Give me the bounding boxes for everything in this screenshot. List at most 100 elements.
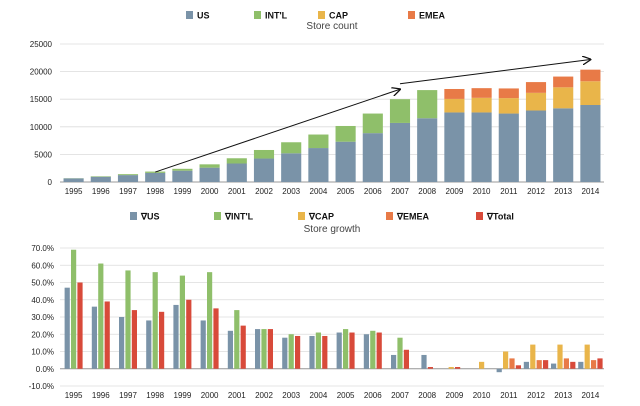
count-bar-us — [199, 167, 220, 182]
count-bar-intl — [199, 164, 220, 168]
growth-bar-emea — [591, 360, 597, 369]
count-bar-us — [308, 148, 329, 182]
growth-x-tick-label: 2009 — [446, 391, 464, 400]
growth-legend-swatch — [298, 212, 305, 220]
growth-bar-us — [496, 368, 502, 373]
growth-x-tick-label: 2011 — [500, 391, 518, 400]
growth-x-tick-label: 2013 — [554, 391, 572, 400]
count-bar-cap — [471, 97, 492, 113]
growth-x-tick-label: 2002 — [255, 391, 273, 400]
count-bar-intl — [226, 158, 247, 164]
growth-y-tick-label: -10.0% — [29, 382, 54, 391]
growth-bar-intl — [179, 275, 185, 369]
growth-y-tick-label: 40.0% — [31, 296, 54, 305]
count-x-tick-label: 2005 — [337, 187, 355, 196]
count-y-tick-label: 10000 — [30, 123, 53, 132]
count-bar-us — [553, 108, 574, 182]
count-x-tick-label: 2000 — [201, 187, 219, 196]
growth-bar-us — [119, 317, 125, 369]
growth-legend-swatch — [386, 212, 393, 220]
growth-bar-us — [64, 287, 70, 369]
growth-bar-total — [213, 308, 219, 369]
count-bar-emea — [444, 88, 465, 99]
count-x-tick-label: 1995 — [65, 187, 83, 196]
growth-x-tick-label: 2000 — [201, 391, 219, 400]
growth-bar-total — [403, 349, 409, 369]
growth-bar-cap — [448, 367, 454, 369]
count-chart-title: Store count — [306, 21, 357, 32]
growth-bar-total — [131, 310, 137, 369]
growth-legend-label: ∇US — [140, 212, 160, 222]
growth-bar-us — [421, 354, 427, 369]
count-bar-us — [498, 113, 519, 182]
count-bar-us — [145, 172, 166, 182]
growth-bar-total — [570, 361, 576, 369]
growth-bar-total — [240, 325, 246, 369]
growth-y-tick-label: 10.0% — [31, 348, 54, 357]
growth-bar-total — [159, 311, 165, 369]
count-bar-cap — [525, 92, 547, 111]
count-x-tick-label: 2013 — [554, 187, 572, 196]
count-bar-us — [90, 176, 111, 182]
count-bar-emea — [580, 69, 601, 82]
count-bar-intl — [145, 171, 166, 173]
growth-y-tick-label: 50.0% — [31, 279, 54, 288]
growth-x-tick-label: 2007 — [391, 391, 409, 400]
growth-bar-us — [336, 332, 342, 369]
count-bar-intl — [389, 99, 411, 123]
growth-x-tick-label: 2006 — [364, 391, 382, 400]
count-bar-us — [362, 133, 383, 182]
growth-bar-us — [200, 320, 206, 369]
growth-bar-total — [515, 365, 521, 369]
count-bar-us — [226, 163, 247, 182]
count-bar-us — [63, 178, 84, 182]
count-x-tick-label: 2012 — [527, 187, 545, 196]
growth-bar-intl — [288, 334, 294, 369]
count-x-tick-label: 2009 — [446, 187, 464, 196]
count-x-tick-label: 2007 — [391, 187, 409, 196]
count-trend-arrow — [155, 89, 400, 173]
growth-legend-label: ∇EMEA — [396, 212, 430, 222]
growth-x-tick-label: 1995 — [65, 391, 83, 400]
count-x-tick-label: 2003 — [282, 187, 300, 196]
count-bar-intl — [172, 168, 193, 171]
growth-x-tick-label: 1999 — [174, 391, 192, 400]
growth-bar-total — [349, 332, 355, 369]
growth-bar-cap — [584, 344, 590, 369]
count-x-tick-label: 2011 — [500, 187, 518, 196]
growth-bar-cap — [557, 344, 563, 369]
growth-legend-swatch — [214, 212, 221, 220]
growth-bar-emea — [536, 360, 542, 369]
count-x-tick-label: 2010 — [473, 187, 491, 196]
growth-bar-us — [551, 363, 557, 369]
growth-legend-label: ∇Total — [486, 212, 514, 222]
count-x-tick-label: 2008 — [418, 187, 436, 196]
count-bar-intl — [117, 174, 139, 176]
growth-bar-intl — [234, 310, 240, 369]
growth-chart-title: Store growth — [304, 224, 361, 235]
count-bar-cap — [553, 87, 574, 109]
count-y-tick-label: 15000 — [30, 95, 53, 104]
count-legend-swatch — [408, 11, 415, 19]
growth-x-tick-label: 2004 — [310, 391, 328, 400]
growth-bar-us — [282, 337, 288, 369]
count-bar-emea — [525, 82, 547, 93]
count-bar-us — [117, 175, 139, 182]
growth-x-tick-label: 1998 — [146, 391, 164, 400]
count-y-tick-label: 20000 — [30, 68, 53, 77]
growth-bar-us — [391, 354, 397, 369]
growth-legend-label: ∇INT'L — [224, 212, 254, 222]
count-bar-emea — [471, 88, 492, 98]
growth-bar-us — [146, 320, 152, 369]
count-y-tick-label: 0 — [48, 178, 53, 187]
growth-bar-cap — [503, 351, 509, 369]
growth-bar-total — [376, 332, 382, 369]
growth-bar-us — [309, 335, 315, 369]
count-bar-emea — [498, 88, 519, 99]
growth-bar-intl — [71, 249, 77, 369]
growth-bar-emea — [509, 358, 515, 369]
growth-bar-intl — [207, 272, 213, 369]
growth-bar-intl — [125, 270, 131, 369]
